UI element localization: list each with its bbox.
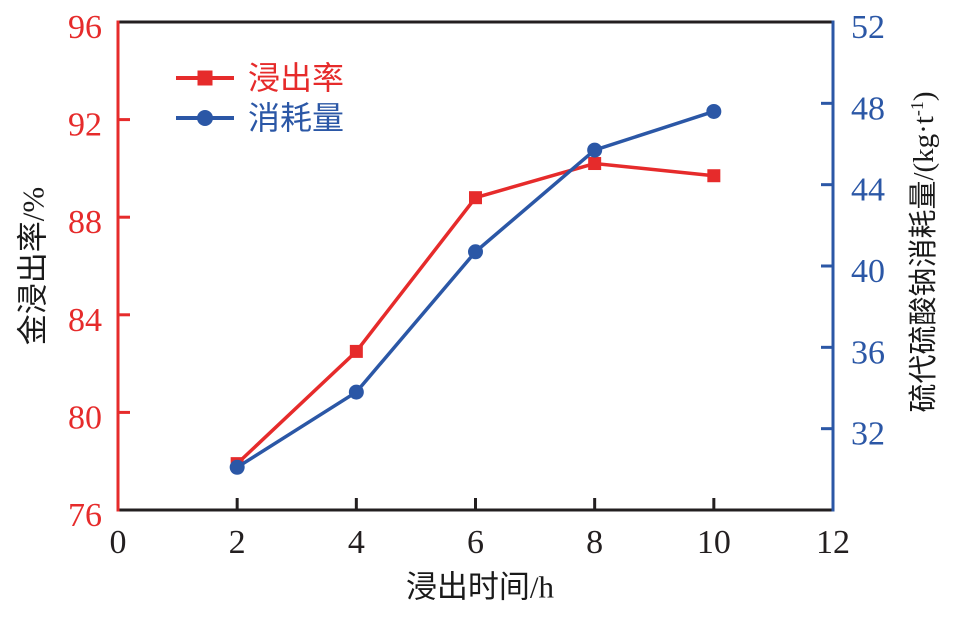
left-tick-label: 76	[68, 497, 102, 534]
consumption-point	[706, 103, 722, 119]
right-axis-title-superscript: -1	[907, 101, 928, 117]
right-axis-title: 硫代硫酸钠消耗量/(kg·t-1)	[900, 91, 942, 412]
leach-rate-legend-label: 浸出率	[248, 60, 345, 96]
x-axis-title: 浸出时间/h	[405, 569, 555, 605]
left-tick-label: 96	[68, 9, 102, 46]
right-tick-label: 36	[851, 334, 885, 371]
left-tick-label: 92	[68, 107, 102, 144]
right-axis-title-text: 硫代硫酸钠消耗量/(kg·t	[908, 116, 940, 413]
x-tick-label: 10	[697, 524, 731, 561]
x-tick-label: 12	[816, 524, 850, 561]
right-tick-label: 40	[851, 253, 885, 290]
left-tick-label: 80	[68, 399, 102, 436]
leach-rate-legend-line	[176, 70, 234, 86]
left-tick-label: 88	[68, 204, 102, 241]
x-tick-label: 8	[586, 524, 603, 561]
square-marker-icon	[197, 70, 213, 86]
left-tick-label: 84	[68, 302, 102, 339]
x-tick-label: 6	[467, 524, 484, 561]
right-axis-title-close-paren: )	[908, 91, 940, 102]
right-tick-label: 52	[851, 9, 885, 46]
consumption-point	[468, 244, 483, 260]
consumption-legend-line	[176, 110, 234, 126]
left-axis-title: 金浸出率/%	[15, 186, 51, 346]
leach-rate-point	[469, 191, 482, 205]
right-tick-label: 32	[851, 416, 885, 453]
legend: 浸出率 消耗量	[176, 59, 344, 139]
consumption-point	[348, 384, 364, 400]
right-tick-label: 48	[851, 90, 885, 127]
consumption-legend-label: 消耗量	[248, 100, 345, 136]
leach-rate-point	[707, 169, 721, 183]
x-tick-label: 0	[110, 524, 127, 561]
x-tick-label: 2	[229, 524, 246, 561]
consumption-point	[587, 142, 603, 158]
leach-rate-line	[235, 161, 715, 465]
consumption-line	[236, 109, 715, 469]
legend-item-leach-rate: 浸出率	[176, 59, 344, 97]
x-tick-label: 4	[348, 524, 365, 561]
circle-marker-icon	[197, 110, 213, 126]
right-tick-label: 44	[851, 172, 885, 209]
consumption-point	[229, 459, 245, 475]
leach-rate-point	[349, 344, 363, 358]
legend-item-consumption: 消耗量	[176, 99, 344, 137]
leach-rate-point	[588, 157, 602, 171]
